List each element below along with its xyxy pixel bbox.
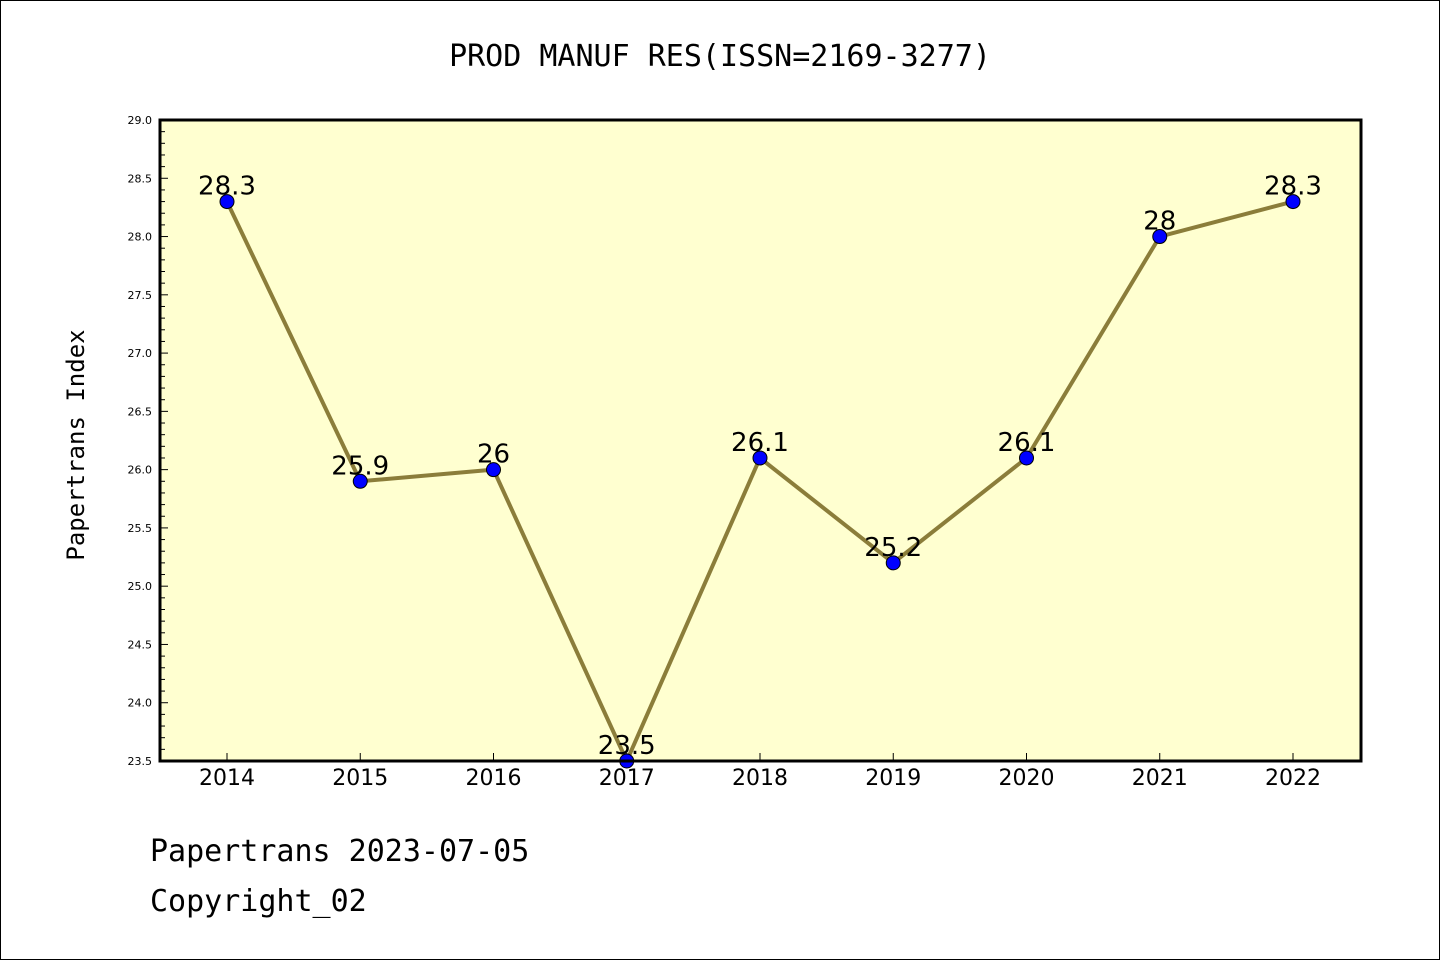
chart-title: PROD MANUF RES(ISSN=2169-3277): [449, 39, 991, 74]
y-tick-label: 28.0: [128, 231, 153, 244]
data-point-marker: [752, 450, 768, 466]
data-label: 26.1: [998, 428, 1056, 458]
footer-copyright-line: Copyright_02: [150, 884, 367, 919]
y-tick-label: 24.5: [128, 638, 153, 651]
y-tick-label: 27.0: [128, 347, 153, 360]
y-tick-label: 25.5: [128, 522, 153, 535]
plot-area: [160, 120, 1361, 761]
data-point-marker: [1019, 450, 1034, 466]
data-label: 26.1: [731, 428, 789, 458]
plot-border: [158, 118, 1363, 763]
data-point-marker: [352, 473, 368, 489]
data-label: 28.3: [1264, 172, 1322, 202]
x-tick-label: 2016: [466, 766, 522, 791]
y-tick-label: 26.0: [128, 464, 153, 477]
data-label: 25.2: [864, 533, 922, 563]
y-tick-label: 26.5: [128, 405, 153, 418]
x-tick-label: 2015: [332, 766, 388, 791]
x-tick-label: 2017: [599, 766, 655, 791]
data-label: 25.9: [331, 451, 389, 481]
x-tick-label: 2020: [999, 766, 1055, 791]
x-tick-label: 2018: [732, 766, 788, 791]
y-tick-label: 25.0: [128, 580, 153, 593]
data-label: 28.3: [198, 172, 256, 202]
data-point-marker: [486, 462, 501, 478]
data-point-marker: [219, 194, 235, 210]
x-tick-label: 2019: [865, 766, 921, 791]
x-tick-label: 2014: [199, 766, 255, 791]
data-point-marker: [1152, 229, 1168, 245]
footer-date-line: Papertrans 2023-07-05: [150, 834, 530, 869]
data-label: 23.5: [598, 731, 656, 761]
y-tick-label: 27.5: [128, 289, 153, 302]
data-label: 26: [477, 440, 510, 470]
series-group: 28.3 25.9 26 23.5 26.1 25.2 26.1 28 28.3: [198, 172, 1322, 769]
y-tick-label: 24.0: [128, 697, 153, 710]
y-tick-label: 23.5: [128, 755, 153, 768]
y-tick-label: 28.5: [128, 172, 153, 185]
x-axis-ticks: 2014 2015 2016 2017 2018 2019 2020 2021 2022: [199, 753, 1321, 791]
x-tick-label: 2021: [1132, 766, 1188, 791]
y-tick-label: 29.0: [128, 114, 153, 127]
y-axis-label: Papertrans Index: [62, 329, 90, 560]
data-point-marker: [1285, 194, 1301, 210]
data-label: 28: [1143, 207, 1176, 237]
x-tick-label: 2022: [1265, 766, 1321, 791]
data-point-marker: [885, 555, 901, 571]
